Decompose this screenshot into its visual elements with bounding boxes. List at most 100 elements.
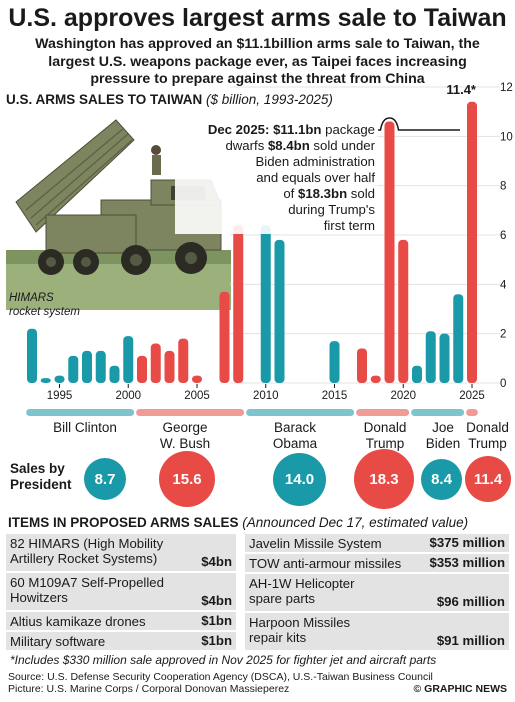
chart-annotation: Dec 2025: $11.1bn package dwarfs $8.4bn … [175, 122, 377, 234]
item-price: $96 million [436, 594, 505, 609]
item-name: 82 HIMARS (High Mobility Artillery Rocket… [10, 536, 163, 566]
sales-label-line2: President [10, 477, 72, 492]
sales-by-president-label: Sales by President [10, 461, 72, 493]
annotation-line-3: Biden administration [255, 154, 376, 169]
item-price: $4bn [201, 593, 232, 608]
president-name-line1: Barack [273, 420, 317, 435]
page-subtitle: Washington has approved an $11.1billion … [35, 36, 480, 87]
sales-bubble-obama: 14.0 [273, 453, 326, 506]
bar-2005 [192, 375, 202, 383]
president-name-line1: Donald [466, 420, 509, 435]
item-row: TOW anti-armour missiles $353 million [245, 554, 509, 572]
item-name: Military software [10, 634, 106, 649]
y-tick-label: 2 [500, 329, 506, 341]
x-tick-label: 2025 [459, 390, 485, 402]
bar-1997 [82, 350, 92, 383]
y-tick-label: 4 [500, 279, 507, 291]
items-heading: ITEMS IN PROPOSED ARMS SALES (Announced … [8, 515, 468, 530]
president-term-bands [26, 409, 478, 416]
page-title: U.S. approves largest arms sale to Taiwa… [8, 4, 507, 32]
photo-caption-line1: HIMARS [9, 292, 54, 304]
arms-sales-chart: 0 2 4 6 8 10 12 1995 2000 2005 2010 2015 2020 2025 1… [26, 82, 513, 416]
item-row: Altius kamikaze drones $1bn [6, 612, 236, 630]
item-price: $1bn [201, 633, 232, 648]
sales-bubble-trump-1: 18.3 [354, 449, 414, 509]
item-price: $4bn [201, 554, 232, 569]
president-name-line1: Donald [363, 420, 407, 435]
bar-2018 [370, 375, 381, 383]
x-tick-label: 2020 [390, 390, 416, 402]
item-name-line1: 60 M109A7 Self-Propelled [10, 575, 164, 590]
chart-heading: U.S. ARMS SALES TO TAIWAN ($ billion, 19… [6, 92, 333, 107]
bar-1999 [109, 365, 120, 383]
bar-2002 [150, 343, 161, 383]
x-tick-label: 2010 [253, 390, 279, 402]
bar-1998 [95, 350, 106, 383]
bar-2004 [178, 338, 189, 383]
himars-photo [6, 110, 231, 310]
item-name-line2: Howitzers [10, 590, 68, 605]
item-name: Harpoon Missiles repair kits [249, 615, 350, 645]
x-axis-ticks: 1995 2000 2005 2010 2015 2020 2025 [47, 384, 485, 402]
bar-1995 [54, 375, 65, 383]
bar-1996 [68, 355, 79, 383]
annotation-line-1: Dec 2025: $11.1bn package [177, 122, 375, 138]
callout-bracket [378, 117, 460, 131]
item-name-line2: Artillery Rocket Systems) [10, 551, 158, 566]
annotation-l1-bold: Dec 2025: $11.1bn [207, 122, 322, 137]
item-name-line1: AH-1W Helicopter [249, 576, 355, 591]
y-axis-ticks: 0 2 4 6 8 10 12 [500, 82, 513, 390]
sales-bubble-bush: 15.6 [159, 451, 215, 507]
bar-1994 [40, 378, 51, 383]
annotation-l5-pre: of [283, 186, 299, 201]
annotation-l2-bold: $8.4bn [267, 138, 310, 153]
bar-2007 [219, 291, 230, 383]
president-name-trump-2: Donald Trump [460, 420, 515, 452]
graphic-news-credit: © GRAPHIC NEWS [413, 683, 508, 695]
annotation-l2-rest: sold under [309, 138, 375, 153]
item-row: 60 M109A7 Self-Propelled Howitzers $4bn [6, 573, 236, 610]
item-price: $91 million [436, 633, 505, 648]
president-name-bush: George W. Bush [140, 420, 230, 452]
bar-2003 [164, 350, 175, 383]
chart-unit: ($ billion, 1993-2025) [206, 92, 333, 107]
bar-2022 [425, 331, 436, 383]
chart-heading-text: U.S. ARMS SALES TO TAIWAN [6, 92, 203, 107]
president-name-line1: Joe [432, 420, 454, 435]
item-name: 60 M109A7 Self-Propelled Howitzers [10, 575, 164, 605]
item-name-line2: repair kits [249, 630, 307, 645]
item-price: $1bn [201, 613, 232, 628]
president-name-line1: Bill Clinton [53, 420, 117, 435]
sales-label-line1: Sales by [10, 461, 65, 476]
annotation-line-2: dwarfs $8.4bn sold under [177, 138, 375, 154]
source-line2: Picture: U.S. Marine Corps / Corporal Do… [8, 683, 290, 695]
items-heading-text: ITEMS IN PROPOSED ARMS SALES [8, 515, 239, 530]
item-name-line1: Harpoon Missiles [249, 615, 351, 630]
sales-bubble-clinton: 8.7 [84, 458, 126, 500]
item-name: Altius kamikaze drones [10, 614, 146, 629]
term-band [356, 409, 410, 416]
term-band [136, 409, 245, 416]
y-tick-label: 12 [500, 82, 513, 94]
x-tick-label: 2005 [184, 390, 210, 402]
sales-bubble-trump-2: 11.4 [465, 456, 511, 502]
annotation-line-5: of $18.3bn sold [177, 186, 375, 202]
photo-caption: HIMARS rocket system [9, 291, 80, 319]
term-band [466, 409, 478, 416]
y-tick-label: 0 [500, 378, 506, 390]
president-name-obama: Barack Obama [255, 420, 335, 452]
bar-2024 [453, 294, 464, 383]
item-name: Javelin Missile System [249, 536, 382, 551]
item-row: 82 HIMARS (High Mobility Artillery Rocket… [6, 534, 236, 571]
item-price: $375 million [429, 535, 506, 550]
y-tick-label: 6 [500, 230, 506, 242]
president-name-line2: W. Bush [159, 436, 211, 451]
bar-2015 [329, 341, 340, 383]
himars-illustration [6, 110, 231, 310]
bar-2011 [274, 239, 285, 383]
items-heading-note: (Announced Dec 17, estimated value) [242, 515, 469, 530]
annotation-line-4: and equals over half [256, 170, 375, 185]
annotation-line-6: during Trump's [288, 202, 375, 217]
x-tick-label: 2000 [115, 390, 141, 402]
bar-2025 [467, 101, 477, 384]
